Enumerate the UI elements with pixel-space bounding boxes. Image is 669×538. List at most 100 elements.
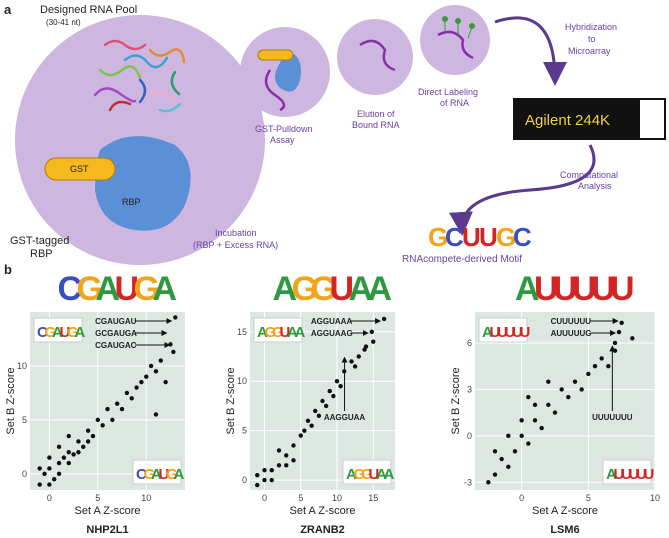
- point: [255, 482, 260, 488]
- point: [124, 390, 130, 396]
- rna: [359, 39, 396, 72]
- point: [95, 417, 101, 423]
- y-tick-label: 5: [22, 415, 27, 425]
- point: [362, 347, 367, 352]
- y-tick-label: 5: [242, 426, 247, 436]
- point: [526, 394, 531, 400]
- point: [586, 371, 591, 377]
- point: [499, 456, 504, 462]
- panel-letter: a: [4, 2, 12, 17]
- point: [66, 433, 71, 439]
- motif-letter: U: [610, 270, 635, 308]
- motif-letter: A: [257, 324, 268, 341]
- y-tick-label: 0: [22, 469, 27, 479]
- motif-letter: U: [512, 324, 523, 341]
- point: [66, 460, 71, 466]
- motif-letter: A: [52, 324, 63, 341]
- y-tick-label: 10: [17, 361, 27, 371]
- x-axis-label: Set A Z-score: [532, 505, 598, 517]
- point: [168, 342, 173, 347]
- motif-letter: U: [159, 466, 170, 483]
- motif-letter: A: [346, 466, 357, 483]
- chart-title: LSM6: [550, 524, 579, 536]
- point: [52, 477, 57, 482]
- inset-box: [602, 459, 652, 485]
- label: RBP: [30, 248, 53, 260]
- motif-letter: G: [496, 222, 516, 252]
- motif-letter: C: [136, 466, 147, 483]
- y-axis-label: Set B Z-score: [225, 367, 237, 434]
- arrow: [494, 16, 567, 86]
- y-tick-label: 0: [242, 475, 247, 485]
- gst-tag: [257, 49, 294, 61]
- y-axis-label: Set B Z-score: [450, 367, 462, 434]
- point: [559, 387, 564, 392]
- point: [369, 329, 374, 334]
- motif-letter: U: [629, 466, 640, 483]
- motif-letter: A: [606, 466, 617, 483]
- x-tick-label: 0: [47, 493, 52, 503]
- inset-box: [253, 317, 303, 343]
- point: [85, 428, 91, 433]
- motif-letter: U: [505, 324, 516, 341]
- point: [331, 393, 336, 399]
- point: [546, 402, 551, 408]
- point: [486, 480, 491, 485]
- motif-letter: U: [636, 466, 647, 483]
- label: (30-41 nt): [46, 18, 81, 27]
- point: [572, 379, 578, 384]
- label: Hybridization: [565, 22, 617, 32]
- motif-letter: A: [96, 270, 121, 308]
- point: [81, 444, 86, 450]
- label: RNAcompete-derived Motif: [402, 254, 522, 265]
- annotation: UUUUUUU: [592, 413, 633, 422]
- point: [153, 412, 159, 417]
- motif-letter: U: [572, 270, 597, 308]
- point: [56, 471, 62, 477]
- point: [269, 468, 274, 473]
- motif-letter: U: [462, 222, 481, 252]
- motif-letter: A: [515, 270, 540, 308]
- label: to: [588, 34, 596, 44]
- x-tick-label: 15: [368, 493, 378, 503]
- point: [61, 455, 67, 460]
- label: Assay: [270, 135, 295, 145]
- point: [506, 464, 511, 469]
- point: [305, 418, 311, 423]
- chart-title: NHP2L1: [86, 524, 128, 536]
- x-tick-label: 10: [650, 493, 660, 503]
- point: [506, 433, 511, 439]
- point: [90, 433, 96, 439]
- x-tick-label: 10: [332, 493, 342, 503]
- motif-letter: U: [490, 324, 501, 341]
- motif-letter: C: [445, 222, 464, 252]
- y-tick-label: 3: [467, 384, 472, 394]
- point: [148, 363, 154, 369]
- motif-letter: A: [482, 324, 493, 341]
- x-tick-label: 10: [141, 493, 151, 503]
- motif-letter: U: [614, 466, 625, 483]
- motif-letter: U: [115, 270, 140, 308]
- point: [114, 401, 120, 406]
- point: [47, 482, 52, 487]
- x-axis-label: Set A Z-score: [74, 505, 140, 517]
- x-tick-label: 0: [519, 493, 524, 503]
- y-axis-label: Set B Z-score: [5, 367, 17, 434]
- inset-box: [33, 317, 83, 343]
- motif-letter: G: [311, 270, 337, 308]
- inset-box: [478, 317, 528, 343]
- motif-letter: U: [497, 324, 508, 341]
- label: Designed RNA Pool: [40, 4, 137, 16]
- y-tick-label: 15: [237, 327, 247, 337]
- point: [276, 448, 282, 453]
- point: [71, 452, 76, 457]
- point: [129, 396, 134, 401]
- point: [334, 379, 340, 384]
- point: [76, 450, 81, 455]
- annotation: AGGUAAA: [311, 317, 353, 326]
- point: [316, 413, 322, 419]
- annotation: CUUUUUU: [551, 317, 592, 326]
- annotation: AGGUAAG: [311, 329, 353, 338]
- point: [134, 385, 139, 390]
